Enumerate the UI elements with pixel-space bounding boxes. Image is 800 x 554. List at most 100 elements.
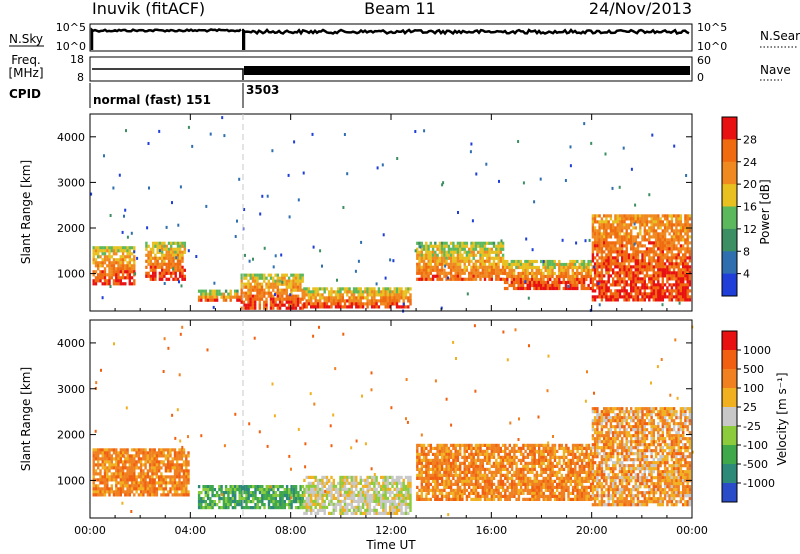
velocity-cell [497,443,500,447]
velocity-cell [431,452,435,456]
power-cell [319,293,322,297]
velocity-cell [436,446,439,450]
velocity-cell [240,485,244,489]
velocity-cell [310,475,313,479]
velocity-cell [245,485,248,489]
velocity-cell [153,493,156,497]
power-cell [251,300,255,304]
power-cell [269,306,273,310]
velocity-cell [274,506,277,510]
power-ytick-label: 2000 [57,222,85,235]
velocity-cell [499,455,502,459]
power-cell [500,239,503,243]
velocity-cell [497,449,500,453]
power-cell [285,306,288,310]
power-cell [167,265,171,269]
power-cell [310,290,313,294]
velocity-cell [160,484,163,488]
power-cell [305,287,308,291]
power-cell [416,277,419,281]
velocity-cell [323,493,326,497]
velocity-cell [256,506,259,510]
power-cell [600,265,604,269]
velocity-cell [185,487,188,491]
velocity-cell [434,491,437,495]
power-cell [386,293,390,297]
power-cell [258,276,261,280]
velocity-cell [323,508,326,512]
velocity-cell [332,496,335,500]
velocity-cell [461,461,464,465]
power-cell [603,262,606,266]
velocity-cell [321,505,324,509]
power-cell [531,262,534,267]
velocity-cell [209,488,212,492]
velocity-cell [115,487,118,491]
velocity-cell [151,451,154,455]
velocity-cell [465,449,469,453]
velocity-cell [377,484,381,488]
power-cell [524,265,527,270]
velocity-cell [99,487,102,491]
velocity-cell [144,475,147,479]
power-cell [607,280,610,284]
power-cell [416,265,419,269]
power-cell [659,235,662,239]
velocity-cell [121,451,125,455]
power-cell [571,271,574,276]
power-cell [465,256,469,260]
power-cell [449,256,453,260]
power-cell [373,293,376,297]
station-title: Inuvik (fitACF) [92,0,205,18]
power-cell [623,298,626,302]
velocity-cell [218,485,221,489]
velocity-cell [101,466,104,470]
power-cell [377,290,381,294]
power-cell [614,226,617,230]
power-cell [133,261,136,265]
power-cell [636,289,640,293]
velocity-cell [452,467,455,471]
power-cell [666,256,669,260]
power-cell [578,280,581,285]
power-cell [621,256,624,260]
power-cell [443,274,446,278]
velocity-cell [497,497,500,501]
power-cell [103,276,107,280]
velocity-cell [263,491,266,495]
power-cell [688,277,692,281]
power-cell [483,250,487,254]
power-cell [368,287,372,291]
power-cell [659,298,662,302]
power-cell [571,277,574,282]
power-cell [661,262,664,266]
power-cell [174,268,177,272]
power-cell [154,241,157,245]
velocity-cell [470,464,473,468]
power-cell [650,214,653,218]
power-cell [688,271,692,275]
velocity-cell [148,481,152,485]
velocity-cell [305,496,308,500]
power-cell [176,262,180,266]
velocity-cell [492,449,496,453]
power-cell [607,253,610,257]
velocity-cell [368,511,372,515]
power-cell [247,303,250,307]
power-cell [661,250,664,254]
velocity-cell [187,475,190,479]
power-cell [632,214,635,218]
velocity-cell [312,508,315,512]
velocity-cell [316,490,320,494]
velocity-cell [355,511,358,515]
power-cell [220,292,223,296]
power-cell [623,238,626,242]
power-cell [422,274,426,278]
velocity-cell [101,454,104,458]
velocity-cell [364,481,367,485]
power-cell [686,220,689,224]
velocity-cell [506,458,509,462]
power-cell [605,289,608,293]
velocity-cell [110,457,113,461]
power-cell [670,259,674,263]
